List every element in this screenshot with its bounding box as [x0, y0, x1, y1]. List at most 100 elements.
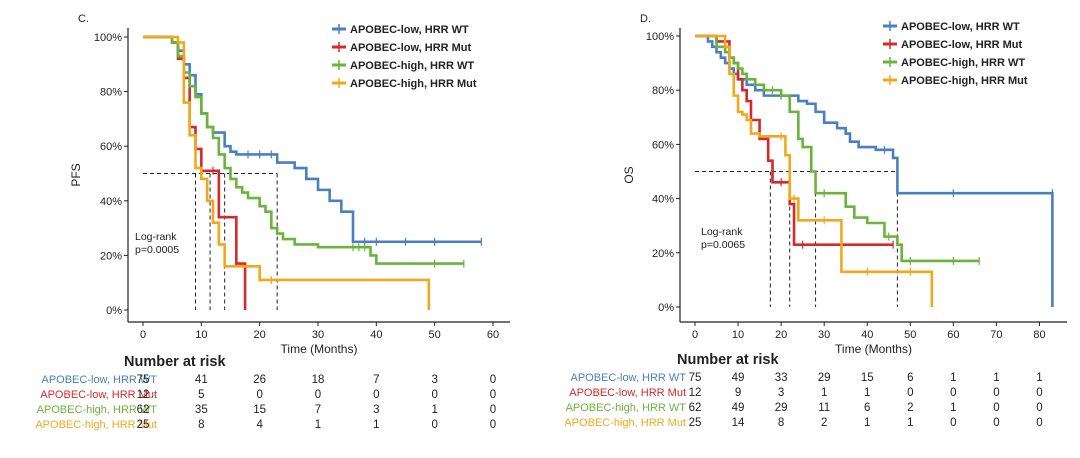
x-tick-label: 20 [254, 329, 266, 341]
risk-count: 7 [315, 404, 321, 416]
risk-count: 6 [907, 372, 913, 384]
risk-count: 12 [137, 389, 150, 401]
y-tick-label: 0% [106, 305, 122, 317]
km-panel-d: D.0%20%40%60%80%100%0 10 20 30 40 50 60 70 80Tim… [564, 13, 1067, 429]
y-tick-label: 0% [658, 302, 674, 314]
risk-count: 11 [818, 402, 830, 414]
risk-count: 1 [315, 419, 321, 431]
risk-count: 1 [864, 417, 870, 429]
risk-count: 0 [256, 389, 262, 401]
x-tick-label: 50 [904, 329, 916, 341]
y-tick-label: 20% [652, 248, 674, 260]
y-axis-label: OS [622, 166, 636, 183]
risk-count: 8 [198, 419, 204, 431]
risk-count: 35 [195, 404, 208, 416]
risk-count: 8 [778, 417, 784, 429]
x-tick-label: 0 [140, 329, 146, 341]
y-tick-label: 100% [646, 31, 674, 43]
risk-count: 0 [373, 389, 379, 401]
risk-count: 2 [907, 402, 913, 414]
y-tick-label: 40% [652, 194, 674, 206]
legend-label: APOBEC-low, HRR Mut [901, 39, 1023, 51]
logrank-annotation: p=0.0065 [701, 239, 745, 251]
km-curve-series-2 [143, 35, 464, 265]
risk-count: 75 [137, 374, 150, 386]
risk-count: 1 [1036, 372, 1042, 384]
risk-count: 0 [950, 387, 956, 399]
legend-label: APOBEC-high, HRR WT [901, 57, 1025, 69]
km-curve-series-0 [695, 34, 1054, 307]
risk-count: 14 [732, 417, 745, 429]
risk-count: 0 [950, 417, 956, 429]
logrank-annotation: Log-rank [701, 226, 743, 238]
x-tick-label: 10 [732, 329, 744, 341]
x-tick-label: 40 [861, 329, 873, 341]
risk-count: 0 [431, 389, 437, 401]
risk-count: 15 [253, 404, 266, 416]
risk-count: 6 [864, 402, 870, 414]
x-tick-label: 70 [990, 329, 1002, 341]
x-tick-label: 40 [370, 329, 382, 341]
risk-count: 0 [490, 404, 496, 416]
km-curve-series-0 [143, 35, 482, 244]
panel-label: C. [78, 13, 89, 25]
risk-count: 0 [1036, 402, 1042, 414]
y-axis-label: PFS [69, 163, 83, 186]
risk-row-label: APOBEC-low, HRR WT [570, 372, 686, 384]
risk-count: 0 [993, 402, 999, 414]
risk-count: 0 [315, 389, 321, 401]
risk-count: 1 [373, 419, 379, 431]
risk-count: 0 [993, 417, 999, 429]
risk-count: 1 [821, 387, 827, 399]
risk-row-label: APOBEC-high, HRR Mut [35, 419, 157, 431]
risk-count: 49 [732, 402, 745, 414]
logrank-annotation: Log-rank [135, 231, 177, 243]
x-tick-label: 20 [775, 329, 787, 341]
km-curve-series-3 [695, 34, 934, 307]
risk-count: 49 [732, 372, 745, 384]
risk-table-title: Number at risk [677, 352, 779, 368]
risk-count: 0 [490, 389, 496, 401]
legend-label: APOBEC-high, HRR WT [350, 60, 474, 72]
risk-row-label: APOBEC-high, HRR WT [37, 404, 158, 416]
risk-count: 1 [993, 372, 999, 384]
risk-count: 0 [1036, 387, 1042, 399]
legend-label: APOBEC-low, HRR WT [901, 21, 1020, 33]
y-tick-label: 80% [100, 87, 122, 99]
x-tick-label: 0 [692, 329, 698, 341]
risk-count: 2 [821, 417, 827, 429]
x-tick-label: 30 [312, 329, 324, 341]
logrank-annotation: p=0.0005 [135, 244, 179, 256]
legend-label: APOBEC-high, HRR Mut [901, 75, 1028, 87]
risk-count: 25 [689, 417, 702, 429]
risk-count: 1 [950, 402, 956, 414]
risk-count: 33 [775, 372, 788, 384]
x-tick-label: 80 [1033, 329, 1045, 341]
y-tick-label: 60% [100, 141, 122, 153]
km-curve-series-1 [695, 34, 894, 246]
risk-count: 0 [1036, 417, 1042, 429]
y-tick-label: 100% [94, 32, 122, 44]
risk-count: 18 [312, 374, 325, 386]
y-tick-label: 60% [652, 139, 674, 151]
risk-count: 29 [818, 372, 831, 384]
x-axis-label: Time (Months) [835, 342, 912, 356]
risk-count: 0 [431, 419, 437, 431]
legend-label: APOBEC-low, HRR WT [350, 24, 469, 36]
risk-count: 62 [137, 404, 150, 416]
risk-count: 4 [256, 419, 263, 431]
y-tick-label: 40% [100, 196, 122, 208]
risk-count: 12 [689, 387, 702, 399]
risk-table-title: Number at risk [124, 354, 226, 370]
risk-row-label: APOBEC-low, HRR WT [41, 374, 157, 386]
risk-count: 0 [490, 374, 496, 386]
km-curve-series-2 [695, 34, 980, 263]
y-tick-label: 80% [652, 85, 674, 97]
legend-label: APOBEC-low, HRR Mut [350, 42, 472, 54]
x-tick-label: 30 [818, 329, 830, 341]
risk-row-label: APOBEC-high, HRR WT [566, 402, 687, 414]
risk-count: 5 [198, 389, 204, 401]
x-tick-label: 10 [195, 329, 207, 341]
y-tick-label: 20% [100, 250, 122, 262]
